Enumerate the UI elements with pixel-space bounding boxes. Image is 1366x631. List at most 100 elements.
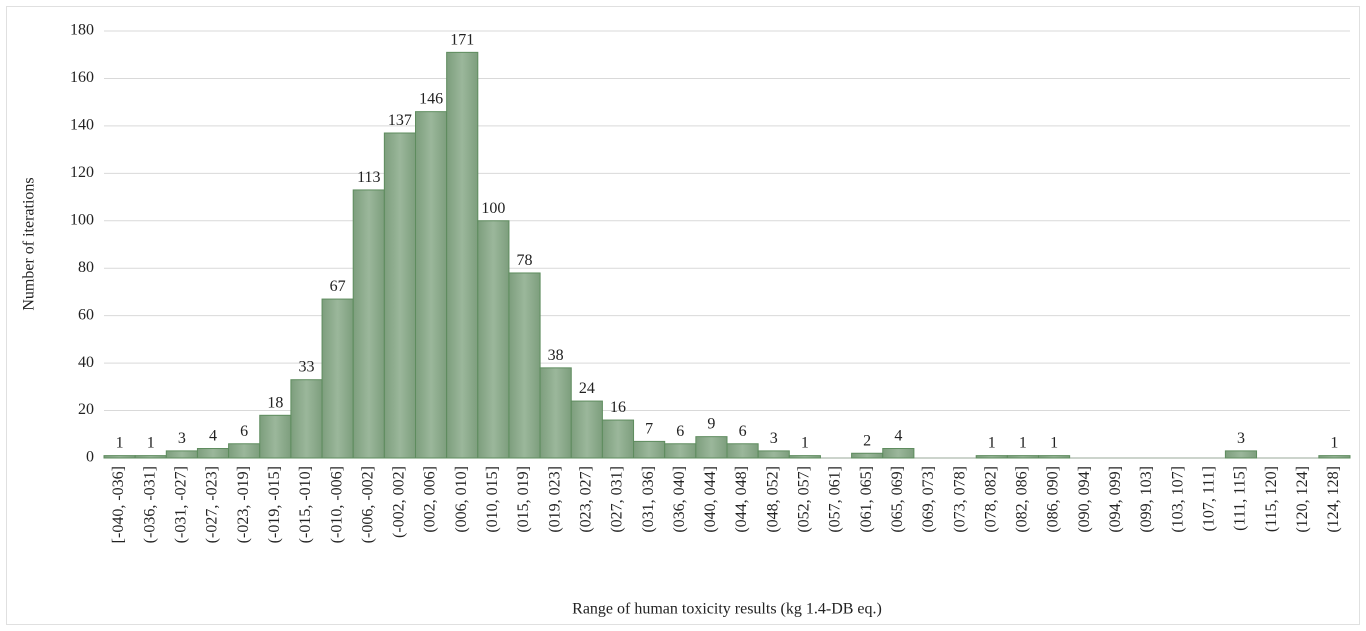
bar bbox=[103, 455, 136, 459]
data-label: 3 bbox=[770, 430, 778, 447]
x-tick-label: (094, 099] bbox=[1107, 466, 1124, 533]
x-tick-label: (006, 010] bbox=[453, 466, 470, 533]
y-tick-label: 120 bbox=[70, 164, 94, 181]
x-tick-label: (027, 031] bbox=[609, 466, 626, 533]
x-tick-label: (023, 027] bbox=[577, 466, 594, 533]
data-label: 1 bbox=[1330, 435, 1338, 452]
data-label: 38 bbox=[548, 347, 564, 364]
x-tick-label: (065, 069] bbox=[889, 466, 906, 533]
bar bbox=[695, 436, 728, 459]
x-tick-label: (-036, -031] bbox=[141, 466, 158, 543]
data-label: 171 bbox=[450, 31, 474, 48]
data-label: 2 bbox=[863, 432, 871, 449]
bar bbox=[1038, 455, 1071, 459]
x-tick-label: (040, 044] bbox=[702, 466, 719, 533]
bar bbox=[726, 443, 759, 459]
data-label: 33 bbox=[298, 359, 314, 376]
x-tick-label: (048, 052] bbox=[764, 466, 781, 533]
chart-border bbox=[6, 6, 1360, 625]
x-tick-label: (-010, -006] bbox=[328, 466, 345, 543]
bar bbox=[508, 272, 541, 459]
x-tick-label: (061, 065] bbox=[858, 466, 875, 533]
bar bbox=[601, 419, 635, 459]
bar bbox=[788, 455, 821, 459]
bar bbox=[477, 220, 510, 459]
x-axis-label: Range of human toxicity results (kg 1.4-… bbox=[572, 601, 882, 618]
y-tick-label: 40 bbox=[78, 354, 94, 371]
bar bbox=[321, 298, 354, 459]
x-tick-label: (090, 094] bbox=[1076, 466, 1093, 533]
x-tick-label: (120, 124] bbox=[1294, 466, 1311, 533]
x-tick-label: (002, 006] bbox=[422, 466, 439, 533]
x-tick-label: (-006, -002] bbox=[359, 466, 376, 543]
x-tick-label: (-015, -010] bbox=[297, 466, 314, 543]
data-label: 3 bbox=[178, 430, 186, 447]
data-label: 6 bbox=[739, 423, 747, 440]
x-tick-label: (031, 036] bbox=[640, 466, 657, 533]
bar bbox=[1318, 455, 1351, 459]
x-tick-label: (099, 103] bbox=[1138, 466, 1155, 533]
y-tick-label: 100 bbox=[70, 211, 94, 228]
bar bbox=[1006, 455, 1039, 459]
y-axis-label: Number of iterations bbox=[21, 177, 38, 310]
x-tick-label: (-027, -023] bbox=[204, 466, 221, 543]
x-tick-label: (086, 090] bbox=[1045, 466, 1062, 533]
y-tick-label: 80 bbox=[78, 259, 94, 276]
x-tick-label: (-019, -015] bbox=[266, 466, 283, 543]
y-tick-label: 160 bbox=[70, 69, 94, 86]
data-label: 1 bbox=[1050, 435, 1058, 452]
data-label: 113 bbox=[357, 169, 380, 186]
data-label: 16 bbox=[610, 399, 626, 416]
data-label: 24 bbox=[579, 380, 595, 397]
data-label: 1 bbox=[988, 435, 996, 452]
x-tick-label: (015, 019] bbox=[515, 466, 532, 533]
bar bbox=[415, 111, 448, 459]
data-label: 1 bbox=[1019, 435, 1027, 452]
data-label: 18 bbox=[267, 394, 283, 411]
data-label: 6 bbox=[676, 423, 684, 440]
data-label: 100 bbox=[481, 200, 505, 217]
bar bbox=[757, 450, 790, 459]
x-tick-label: (057, 061] bbox=[827, 466, 844, 533]
data-label: 1 bbox=[116, 435, 124, 452]
bar bbox=[1224, 450, 1258, 459]
bar bbox=[851, 452, 884, 459]
y-tick-label: 140 bbox=[70, 117, 94, 134]
data-label: 146 bbox=[419, 91, 443, 108]
x-tick-label: (036, 040] bbox=[671, 466, 688, 533]
x-tick-label: (078, 082] bbox=[982, 466, 999, 533]
bar bbox=[259, 414, 292, 459]
data-label: 78 bbox=[517, 252, 533, 269]
x-tick-label: (019, 023] bbox=[546, 466, 563, 533]
data-label: 67 bbox=[330, 278, 346, 295]
bar bbox=[975, 455, 1008, 459]
data-label: 4 bbox=[209, 428, 217, 445]
bar bbox=[134, 455, 167, 459]
data-label: 9 bbox=[707, 416, 715, 433]
bar bbox=[570, 400, 603, 459]
data-label: 4 bbox=[894, 428, 902, 445]
bar bbox=[165, 450, 198, 459]
x-tick-label: (069, 073] bbox=[920, 466, 937, 533]
bar bbox=[882, 448, 915, 459]
x-tick-label: (124, 128] bbox=[1325, 466, 1342, 533]
x-tick-label: (107, 111] bbox=[1200, 466, 1217, 531]
data-label: 3 bbox=[1237, 430, 1245, 447]
x-tick-label: (082, 086] bbox=[1014, 466, 1031, 533]
x-tick-label: (111, 115] bbox=[1232, 466, 1249, 531]
y-tick-label: 20 bbox=[78, 401, 94, 418]
data-label: 1 bbox=[801, 435, 809, 452]
bar bbox=[383, 132, 417, 459]
y-tick-label: 60 bbox=[78, 306, 94, 323]
x-tick-label: (-031, -027] bbox=[173, 466, 190, 543]
x-tick-label: (-023, -019] bbox=[235, 466, 252, 543]
x-tick-label: (010, 015] bbox=[484, 466, 501, 533]
x-tick-label: [-040, -036] bbox=[110, 466, 127, 543]
bar bbox=[633, 440, 666, 459]
x-tick-label: (-002, 002] bbox=[391, 466, 408, 538]
bar bbox=[196, 448, 230, 459]
bar bbox=[228, 443, 261, 459]
x-tick-label: (103, 107] bbox=[1169, 466, 1186, 533]
